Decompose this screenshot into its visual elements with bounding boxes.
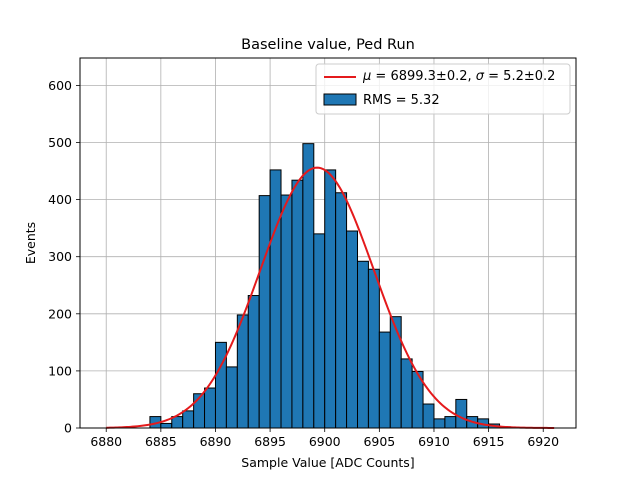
x-tick-label: 6895 [254,434,286,449]
x-tick-label: 6915 [473,434,505,449]
histogram-bar [433,418,446,429]
y-tick-label: 100 [48,363,72,378]
histogram-bar [236,314,249,429]
histogram-bar [291,179,304,429]
histogram-bar [313,233,326,429]
histogram-bar [422,403,435,429]
x-tick-label: 6880 [90,434,122,449]
histogram-bar [214,341,227,429]
plot-frame [79,57,577,429]
x-tick-label: 6885 [145,434,177,449]
legend: μ = 6899.3±0.2, σ = 5.2±0.2 RMS = 5.32 [315,63,571,115]
histogram-bar [356,260,369,429]
histogram-bar [160,422,173,429]
x-axis-label: Sample Value [ADC Counts] [241,455,414,470]
y-tick-label: 200 [48,306,72,321]
y-axis-ticks: 0 100 200 300 400 500 600 [48,78,80,436]
legend-fit-label: μ = 6899.3±0.2, σ = 5.2±0.2 [363,69,556,84]
x-tick-label: 6905 [363,434,395,449]
histogram-bar [258,195,271,429]
y-tick-label: 400 [48,192,72,207]
x-axis-ticks: 6880 6885 6890 6895 6900 6905 6910 6915 6920 [90,428,559,449]
histogram-bar [455,398,468,429]
x-tick-label: 6910 [418,434,450,449]
histogram-bar [324,169,337,429]
histogram-bar [389,316,402,429]
y-tick-label: 300 [48,249,72,264]
x-tick-label: 6900 [309,434,341,449]
histogram-bar [302,143,315,429]
x-tick-label: 6920 [527,434,559,449]
gaussian-fit-curve [106,166,555,429]
y-tick-label: 600 [48,78,72,93]
histogram-bar [378,331,391,429]
histogram-bar [444,416,457,429]
histogram-bar [367,268,380,429]
histogram-bar [182,410,195,429]
histogram-bar [269,169,282,429]
y-tick-label: 500 [48,135,72,150]
histogram-bar [204,387,216,429]
x-tick-label: 6890 [200,434,232,449]
legend-box [315,63,571,115]
histogram-bar [346,230,358,429]
legend-rms-swatch [323,93,357,106]
histogram-bar [400,358,413,429]
histogram-bar [280,194,293,429]
legend-rms-label: RMS = 5.32 [363,93,440,108]
chart-title: Baseline value, Ped Run [241,37,415,53]
histogram-bar [335,192,348,429]
legend-fit-label-wrap: μ = 6899.3±0.2, σ = 5.2±0.2 [363,69,556,84]
histogram-bar [247,295,260,429]
y-axis-label: Events [23,222,38,264]
y-tick-label: 0 [64,421,72,436]
histogram-bar [225,366,238,429]
